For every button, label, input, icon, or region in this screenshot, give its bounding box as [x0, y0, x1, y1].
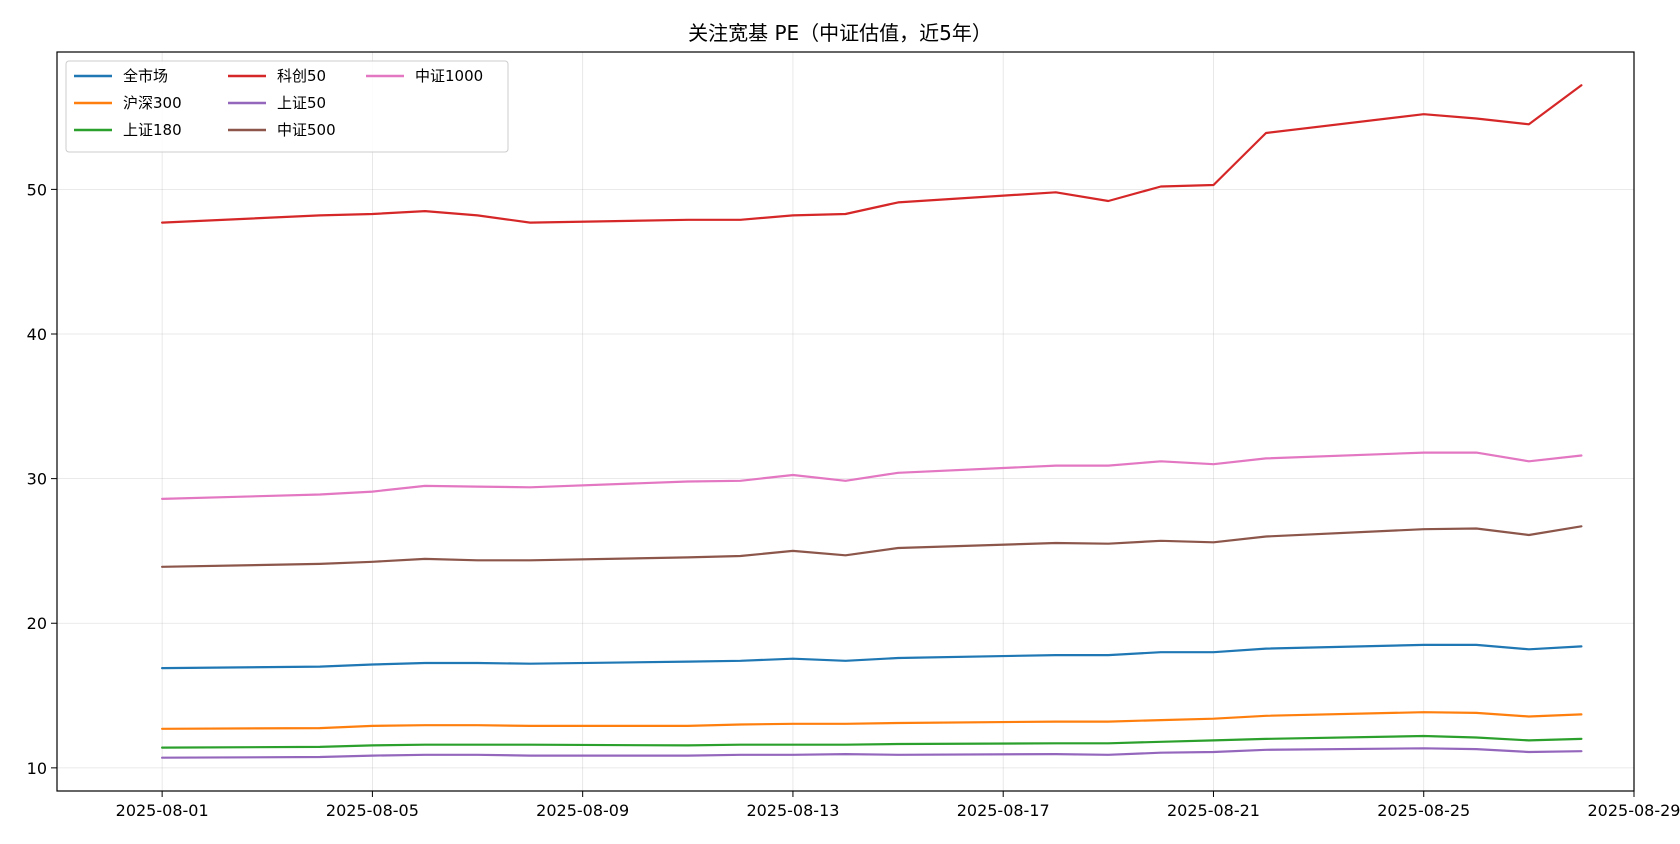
y-tick-label: 30	[27, 470, 47, 489]
x-tick-label: 2025-08-25	[1377, 801, 1470, 820]
legend-box	[65, 60, 509, 153]
x-tick-label: 2025-08-01	[116, 801, 209, 820]
x-tick-label: 2025-08-13	[746, 801, 839, 820]
x-tick-label: 2025-08-21	[1167, 801, 1260, 820]
series-line-1	[161, 711, 1583, 730]
legend-label-0: 全市场	[123, 67, 168, 85]
legend-label-6: 中证1000	[415, 67, 483, 85]
x-tick-label: 2025-08-17	[957, 801, 1050, 820]
y-axis: 10 20 30 40 50	[27, 180, 57, 778]
y-tick-label: 40	[27, 325, 47, 344]
legend-label-2: 上证180	[123, 121, 182, 139]
y-tick-label: 50	[27, 180, 47, 199]
legend-label-1: 沪深300	[123, 94, 182, 112]
x-tick-label: 2025-08-29	[1588, 801, 1680, 820]
series-lines	[161, 84, 1583, 759]
plot-area-frame	[56, 51, 1635, 792]
x-axis: 2025-08-01 2025-08-05 2025-08-09 2025-08-13…	[116, 791, 1680, 820]
chart-title: 关注宽基 PE（中证估值，近5年）	[688, 21, 992, 45]
series-line-2	[161, 734, 1583, 749]
legend-label-5: 中证500	[277, 121, 336, 139]
series-line-5	[161, 525, 1583, 568]
y-tick-label: 10	[27, 759, 47, 778]
legend-label-4: 上证50	[277, 94, 326, 112]
legend-label-3: 科创50	[277, 67, 326, 85]
y-tick-label: 20	[27, 614, 47, 633]
series-line-6	[161, 451, 1583, 500]
series-line-0	[161, 643, 1583, 670]
series-line-4	[161, 747, 1583, 759]
x-tick-label: 2025-08-09	[536, 801, 629, 820]
x-tick-label: 2025-08-05	[326, 801, 419, 820]
series-line-3	[161, 84, 1583, 224]
